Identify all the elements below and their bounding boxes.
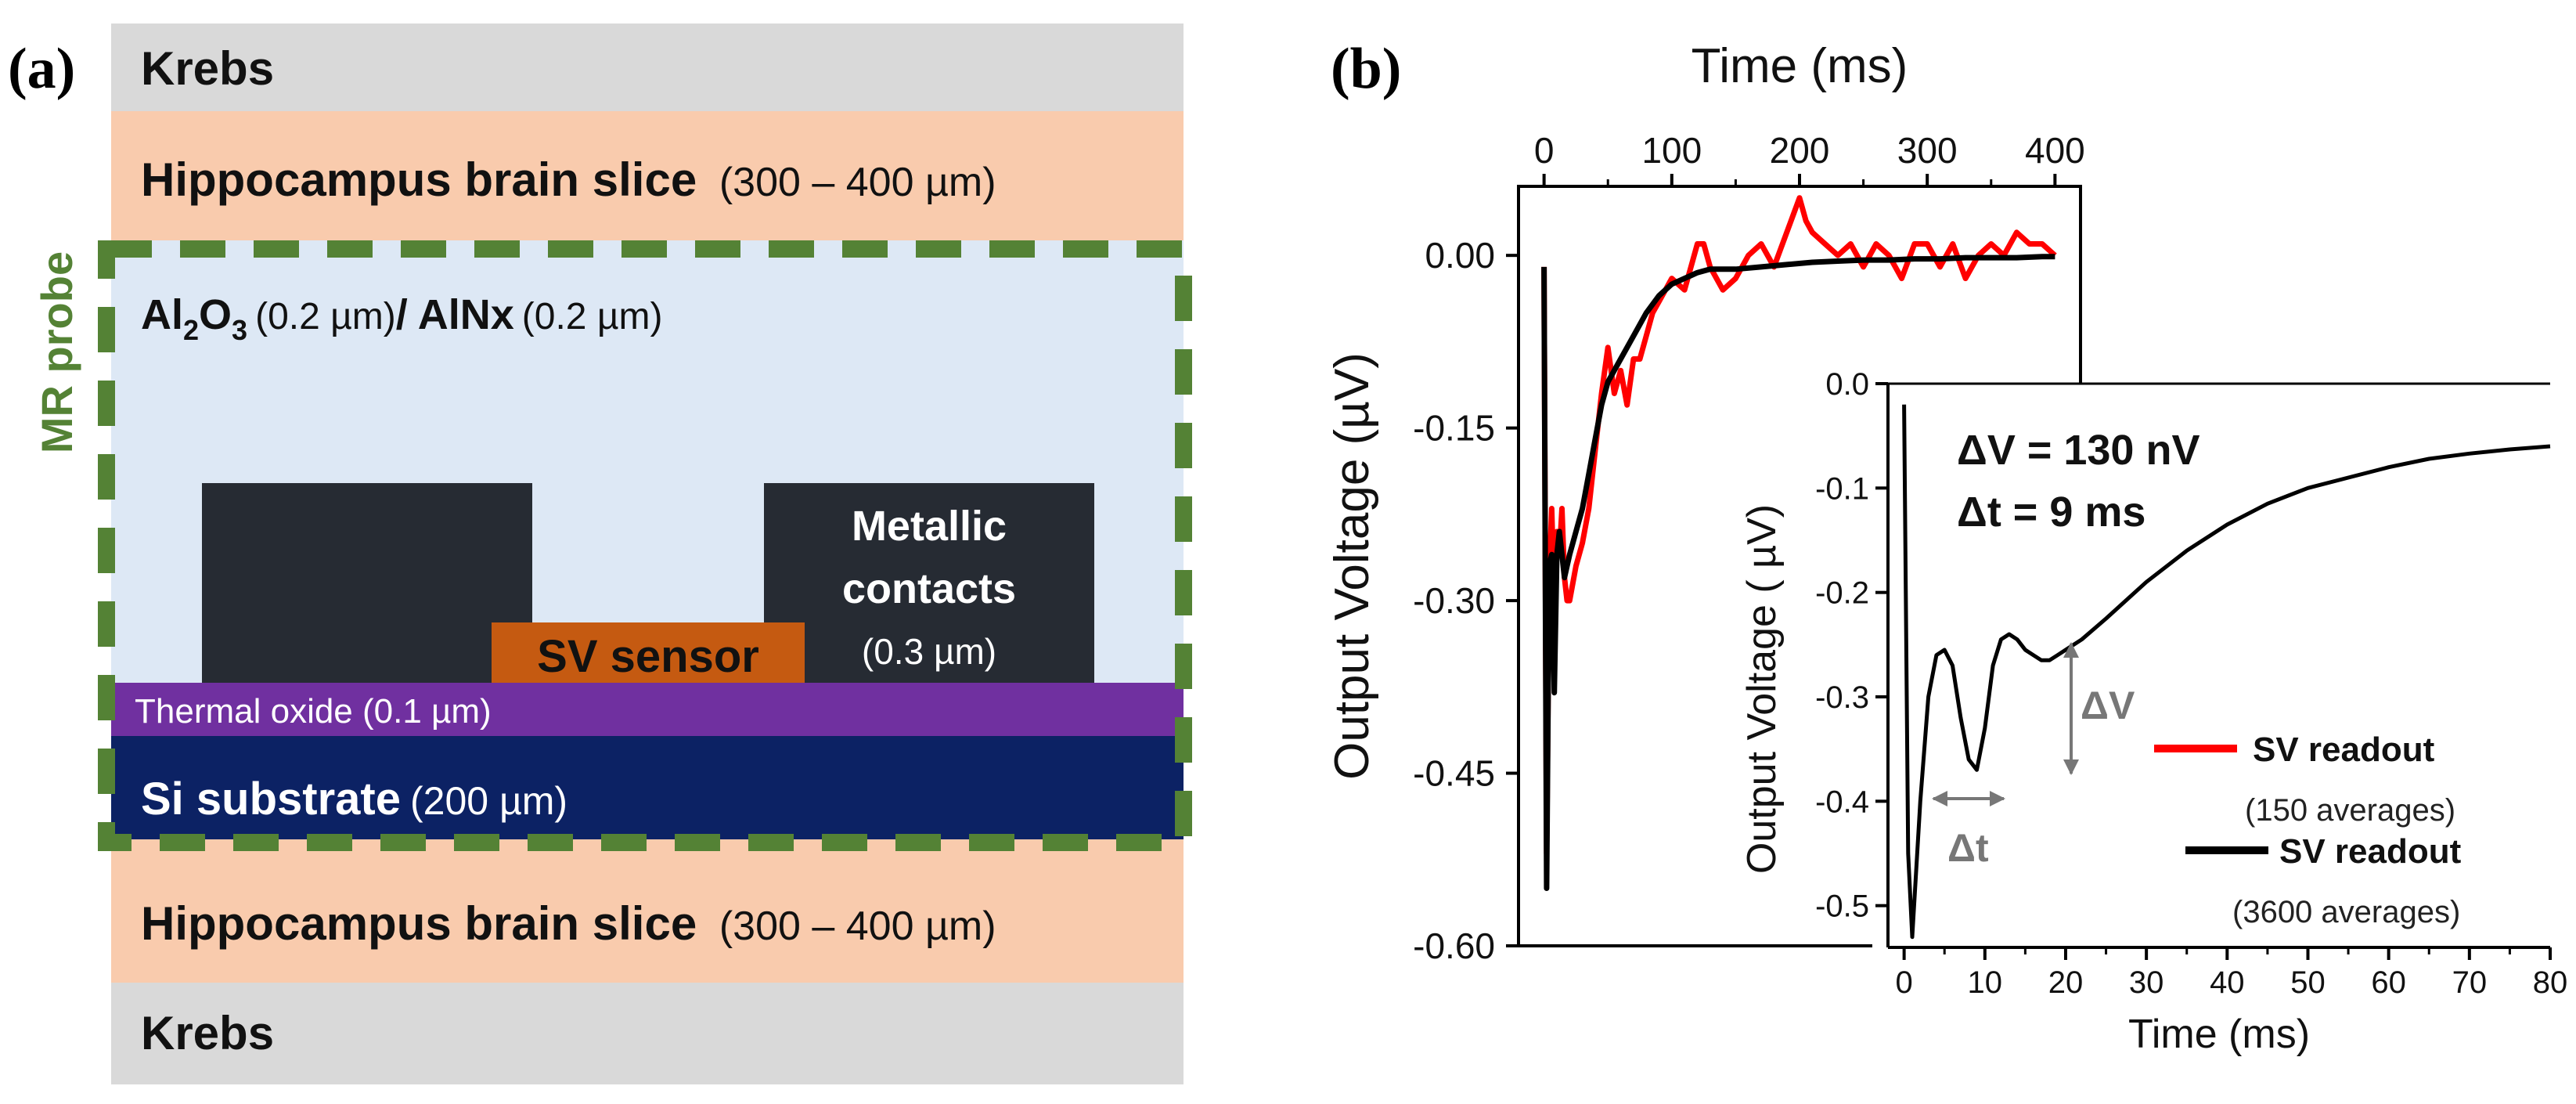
- slice-bottom-label: Hippocampus brain slice (300 – 400 µm): [141, 897, 996, 950]
- contact-right: [764, 483, 1094, 683]
- contact-left: [202, 483, 532, 683]
- inset-y-axis-title: Output Voltage ( µV): [1739, 504, 1785, 874]
- main-series-line: [1541, 254, 2055, 891]
- contacts-thickness: (0.3 µm): [862, 631, 996, 672]
- main-series-line: [1541, 195, 2057, 857]
- inset-y-tick-label: -0.3: [1815, 680, 1869, 715]
- main-x-axis-title: Time (ms): [1692, 39, 1908, 93]
- panel-b-label: (b): [1331, 37, 1401, 101]
- main-y-tick-label: 0.00: [1425, 235, 1495, 276]
- inset-x-axis-title: Time (ms): [2128, 1012, 2310, 1057]
- thermal-oxide-label: Thermal oxide (0.1 µm): [135, 692, 492, 731]
- mr-probe-label: MR probe: [32, 251, 81, 453]
- krebs-bottom-layer: [111, 983, 1184, 1084]
- main-x-tick-label: 400: [2025, 130, 2085, 171]
- inset-x-tick-label: 10: [1968, 965, 2003, 1000]
- main-y-tick-label: -0.30: [1413, 580, 1495, 621]
- inset-x-tick-label: 70: [2452, 965, 2488, 1000]
- contacts-label-line1: Metallic: [852, 503, 1007, 550]
- inset-x-tick-label: 50: [2290, 965, 2326, 1000]
- inset-x-tick-label: 40: [2210, 965, 2245, 1000]
- inset-x-tick-label: 30: [2129, 965, 2164, 1000]
- legend: SV readout (150 averages) SV readout (3600 …: [2154, 731, 2462, 929]
- inset-dt-annotation: Δt = 9 ms: [1957, 489, 2145, 536]
- main-y-tick-label: -0.45: [1413, 753, 1495, 794]
- main-y-tick-label: -0.15: [1413, 408, 1495, 449]
- inset-y-tick-label: -0.1: [1815, 471, 1869, 506]
- dv-marker-label: ΔV: [2081, 684, 2135, 727]
- krebs-bottom-label: Krebs: [141, 1007, 274, 1059]
- main-x-tick-label: 100: [1641, 130, 1702, 171]
- inset-y-tick-label: -0.4: [1815, 785, 1869, 819]
- inset-y-tick-label: -0.2: [1815, 576, 1869, 611]
- legend-name: SV readout: [2253, 731, 2435, 769]
- main-y-axis-title: Output Voltage (µV): [1325, 352, 1379, 780]
- si-substrate-layer: [111, 736, 1184, 839]
- panel-a-label: (a): [8, 37, 75, 101]
- legend-detail: (3600 averages): [2232, 895, 2460, 929]
- main-x-tick-label: 200: [1770, 130, 1830, 171]
- inset-x-tick-label: 80: [2533, 965, 2568, 1000]
- inset-y-tick-label: -0.5: [1815, 889, 1869, 924]
- main-y-tick-label: -0.60: [1413, 925, 1495, 966]
- thermal-oxide-layer: [111, 683, 1184, 736]
- sv-sensor-label: SV sensor: [537, 631, 759, 682]
- sv-sensor: [492, 622, 805, 683]
- legend-detail: (150 averages): [2245, 793, 2455, 828]
- mr-probe-outline: [98, 240, 1192, 851]
- inset-dv-annotation: ΔV = 130 nV: [1957, 427, 2200, 474]
- inset-y-tick-label: 0.0: [1825, 367, 1869, 402]
- slice-top-label: Hippocampus brain slice (300 – 400 µm): [141, 153, 996, 206]
- legend-name: SV readout: [2279, 832, 2462, 871]
- inset-series-line: [1902, 404, 2551, 940]
- contacts-label-line2: contacts: [842, 565, 1016, 612]
- krebs-top-label: Krebs: [141, 42, 274, 95]
- inset-x-tick-label: 0: [1896, 965, 1913, 1000]
- dt-marker-label: Δt: [1947, 826, 1989, 870]
- si-substrate-label: Si substrate (200 µm): [141, 774, 567, 824]
- inset-x-tick-label: 20: [2048, 965, 2084, 1000]
- slice-top-layer: [111, 111, 1184, 240]
- inset-x-tick-label: 60: [2371, 965, 2406, 1000]
- passivation-label: Al2O3 (0.2 µm)/ AlNx (0.2 µm): [141, 291, 662, 346]
- main-x-tick-label: 300: [1897, 130, 1958, 171]
- slice-bottom-layer: [111, 839, 1184, 983]
- krebs-top-layer: [111, 23, 1184, 111]
- main-x-tick-label: 0: [1534, 130, 1555, 171]
